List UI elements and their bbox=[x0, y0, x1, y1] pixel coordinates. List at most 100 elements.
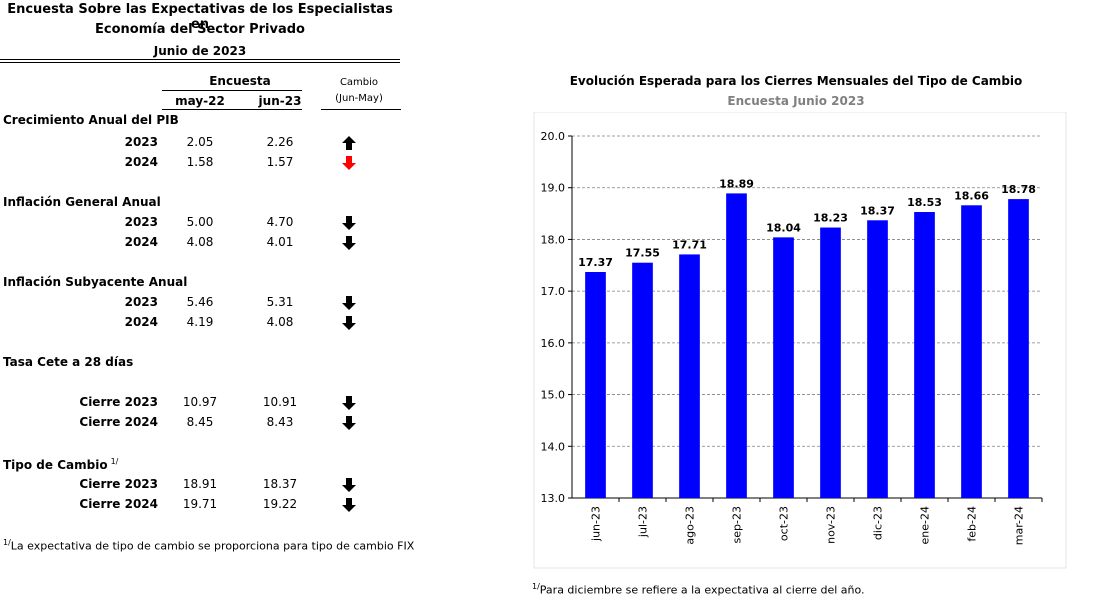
x-tick-label: nov-23 bbox=[825, 506, 838, 544]
arrow-down-icon bbox=[342, 216, 356, 230]
row-label: Cierre 2023 bbox=[79, 395, 158, 409]
section-title: Inflación General Anual bbox=[3, 195, 161, 209]
chart-title: Evolución Esperada para los Cierres Mens… bbox=[569, 74, 1023, 88]
table-subtitle: Junio de 2023 bbox=[153, 44, 247, 58]
header-change-2: (Jun-May) bbox=[335, 93, 383, 104]
arrow-down-icon bbox=[342, 296, 356, 310]
title-rule-2 bbox=[0, 62, 400, 63]
x-tick-label: dic-23 bbox=[872, 506, 885, 540]
value-jun23: 18.37 bbox=[262, 477, 298, 491]
y-tick-label: 18.0 bbox=[541, 233, 566, 246]
bar bbox=[679, 254, 700, 498]
section-title-text: Tipo de Cambio bbox=[3, 458, 108, 472]
y-tick-label: 14.0 bbox=[541, 440, 566, 453]
value-may22: 8.45 bbox=[186, 415, 214, 429]
arrow-down-icon bbox=[342, 236, 356, 250]
arrow-down-icon bbox=[342, 156, 356, 170]
y-tick-label: 13.0 bbox=[541, 492, 566, 505]
bar bbox=[867, 220, 888, 498]
header-jun23: jun-23 bbox=[258, 94, 302, 108]
value-jun23: 2.26 bbox=[266, 135, 294, 149]
value-jun23: 8.43 bbox=[266, 415, 294, 429]
left-footnote-sup: 1/ bbox=[3, 538, 11, 547]
section-title: Tasa Cete a 28 días bbox=[3, 355, 133, 369]
value-may22: 5.46 bbox=[186, 295, 214, 309]
left-footnote: 1/La expectativa de tipo de cambio se pr… bbox=[3, 538, 414, 553]
header-encuesta: Encuesta bbox=[209, 74, 271, 88]
row-label: 2023 bbox=[124, 215, 158, 229]
data-label: 18.78 bbox=[1001, 183, 1036, 196]
row-label: 2024 bbox=[124, 235, 158, 249]
x-tick-label: jun-23 bbox=[590, 506, 603, 542]
value-jun23: 1.57 bbox=[266, 155, 294, 169]
y-tick-label: 20.0 bbox=[541, 130, 566, 143]
data-label: 17.71 bbox=[672, 238, 707, 251]
value-may22: 5.00 bbox=[186, 215, 214, 229]
arrow-up-icon bbox=[342, 136, 356, 150]
header-encuesta-rule bbox=[162, 90, 302, 91]
section-title-text: Crecimiento Anual del PIB bbox=[3, 113, 179, 127]
section-title-sup: 1/ bbox=[110, 457, 119, 466]
header-change-rule bbox=[321, 109, 401, 110]
y-tick-label: 17.0 bbox=[541, 285, 566, 298]
value-jun23: 5.31 bbox=[266, 295, 294, 309]
left-footnote-text: La expectativa de tipo de cambio se prop… bbox=[10, 539, 415, 553]
data-label: 17.37 bbox=[578, 256, 613, 269]
bar bbox=[773, 237, 794, 499]
section-title: Tipo de Cambio 1/ bbox=[3, 457, 118, 472]
chart-footnote: 1/Para diciembre se refiere a la expecta… bbox=[532, 582, 865, 597]
bar bbox=[585, 272, 606, 498]
value-may22: 4.19 bbox=[186, 315, 214, 329]
chart-frame bbox=[533, 112, 1067, 569]
x-tick-label: oct-23 bbox=[778, 506, 791, 541]
header-change-1: Cambio bbox=[339, 77, 379, 88]
value-jun23: 4.70 bbox=[266, 215, 294, 229]
value-may22: 1.58 bbox=[186, 155, 214, 169]
table-title-line2: Economía del Sector Privado bbox=[95, 22, 305, 37]
data-label: 18.89 bbox=[719, 177, 754, 190]
section-title-text: Inflación General Anual bbox=[3, 195, 161, 209]
bar bbox=[726, 193, 747, 498]
table-title-line1: Encuesta Sobre las Expectativas de los E… bbox=[7, 2, 393, 32]
row-label: 2023 bbox=[124, 135, 158, 149]
x-tick-label: mar-24 bbox=[1013, 506, 1026, 545]
row-label: 2024 bbox=[124, 315, 158, 329]
arrow-down-icon bbox=[342, 316, 356, 330]
data-label: 18.66 bbox=[954, 189, 989, 202]
bar bbox=[1008, 199, 1029, 498]
arrow-down-icon bbox=[342, 478, 356, 492]
arrow-down-icon bbox=[342, 498, 356, 512]
y-tick-label: 15.0 bbox=[541, 389, 566, 402]
header-cols-rule bbox=[162, 109, 302, 110]
row-label: 2024 bbox=[124, 155, 158, 169]
data-label: 18.37 bbox=[860, 204, 895, 217]
x-tick-label: feb-24 bbox=[966, 506, 979, 542]
x-tick-label: ago-23 bbox=[684, 506, 697, 545]
value-may22: 2.05 bbox=[186, 135, 214, 149]
row-label: 2023 bbox=[124, 295, 158, 309]
exchange-rate-chart: 13.0 14.0 15.0 16.0 17.0 18.0 19.0 20.0 17.37 jun… bbox=[533, 112, 1067, 569]
bar bbox=[632, 262, 653, 498]
bar bbox=[961, 205, 982, 498]
value-jun23: 4.08 bbox=[266, 315, 294, 329]
value-may22: 4.08 bbox=[186, 235, 214, 249]
value-may22: 18.91 bbox=[182, 477, 218, 491]
value-may22: 19.71 bbox=[182, 497, 218, 511]
y-tick-label: 19.0 bbox=[541, 182, 566, 195]
y-tick-label: 16.0 bbox=[541, 337, 566, 350]
bar bbox=[914, 212, 935, 498]
data-label: 17.55 bbox=[625, 247, 660, 260]
chart-subtitle: Encuesta Junio 2023 bbox=[727, 94, 865, 108]
row-label: Cierre 2024 bbox=[79, 497, 158, 511]
data-label: 18.53 bbox=[907, 196, 942, 209]
bar bbox=[820, 227, 841, 498]
section-title: Inflación Subyacente Anual bbox=[3, 275, 187, 289]
chart-footnote-sup: 1/ bbox=[532, 582, 540, 591]
section-title-text: Inflación Subyacente Anual bbox=[3, 275, 188, 289]
value-jun23: 4.01 bbox=[266, 235, 294, 249]
row-label: Cierre 2023 bbox=[79, 477, 158, 491]
value-jun23: 10.91 bbox=[262, 395, 298, 409]
row-label: Cierre 2024 bbox=[79, 415, 158, 429]
x-tick-label: sep-23 bbox=[731, 506, 744, 543]
header-may22: may-22 bbox=[175, 94, 225, 108]
